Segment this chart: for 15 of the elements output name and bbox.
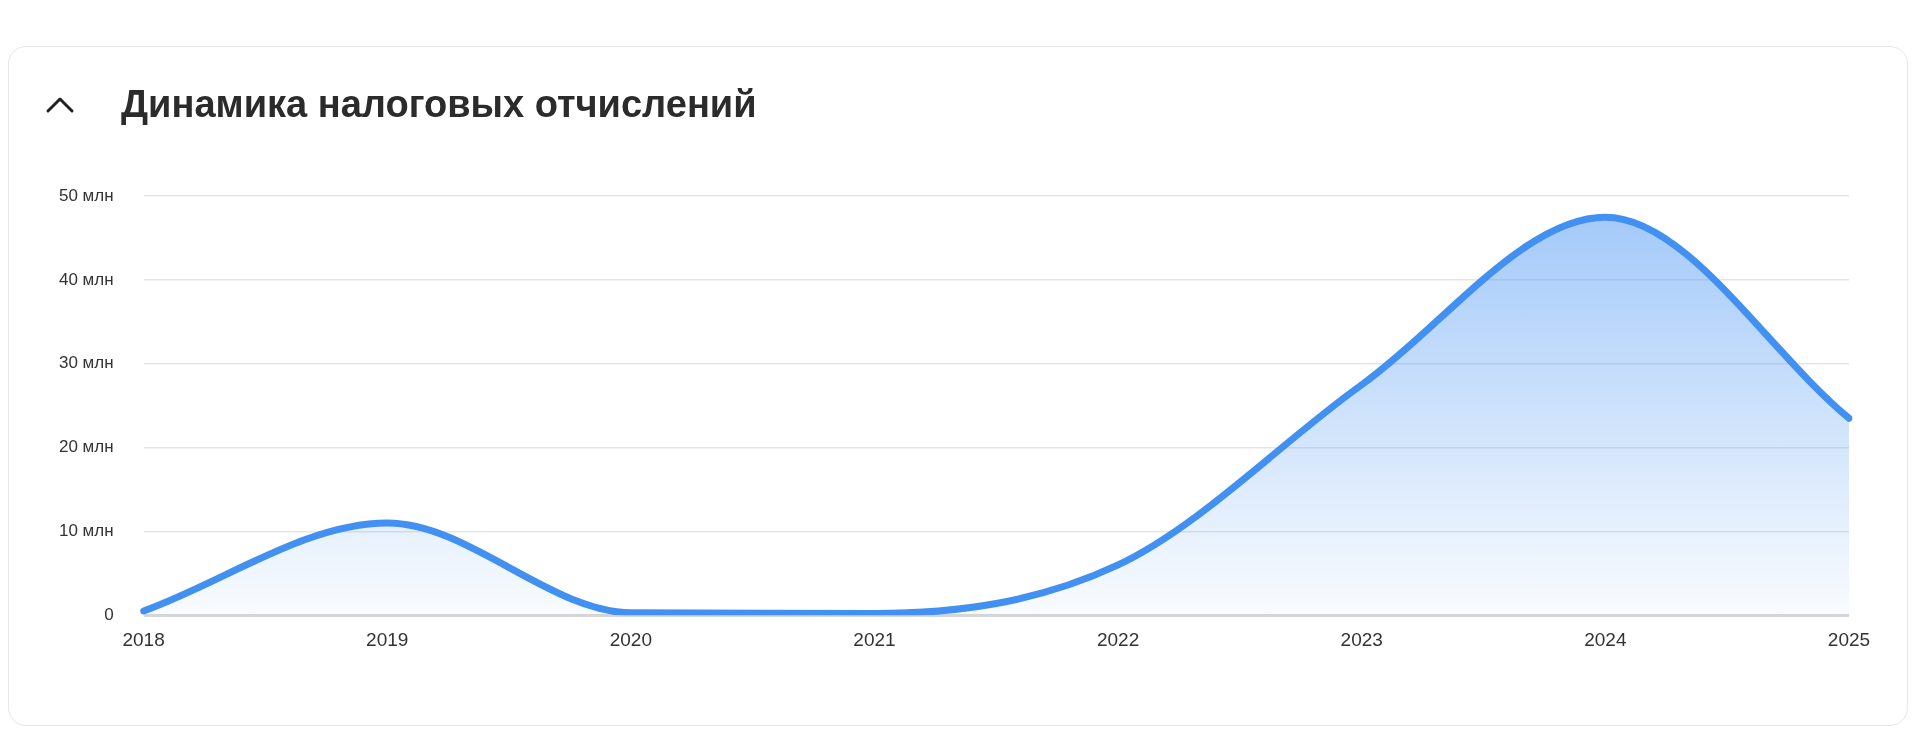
y-tick-label: 40 млн <box>58 269 114 289</box>
x-tick-label: 2022 <box>1096 628 1140 650</box>
y-tick-label: 10 млн <box>58 521 114 541</box>
x-tick-label: 2018 <box>122 628 165 650</box>
x-tick-label: 2019 <box>366 628 409 650</box>
x-tick-label: 2021 <box>853 628 896 650</box>
y-tick-label: 50 млн <box>58 185 114 205</box>
x-tick-label: 2020 <box>609 628 653 650</box>
y-tick-label: 30 млн <box>58 353 114 373</box>
x-tick-label: 2025 <box>1827 628 1871 650</box>
y-tick-label: 0 <box>104 604 114 624</box>
x-tick-label: 2023 <box>1340 628 1383 650</box>
x-tick-label: 2024 <box>1584 628 1627 650</box>
y-tick-label: 20 млн <box>58 437 114 457</box>
chart-title: Динамика налоговых отчислений <box>121 83 757 126</box>
